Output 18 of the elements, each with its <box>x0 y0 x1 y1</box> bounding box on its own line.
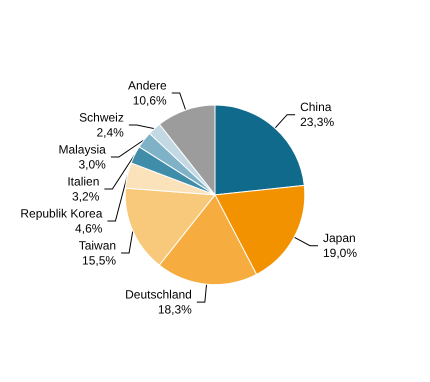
slice-label: Andere <box>128 78 168 92</box>
slice-label: Schweiz <box>79 110 124 124</box>
slice-label: Republik Korea <box>20 206 103 220</box>
slice-label: Deutschland <box>125 288 192 302</box>
slice-label: Malaysia <box>58 142 106 156</box>
slice-label: Taiwan <box>78 238 116 252</box>
data-label: 18,3% <box>158 302 192 317</box>
data-label: 3,2% <box>72 189 100 204</box>
data-label: 4,6% <box>75 221 103 236</box>
data-label: 15,5% <box>82 253 116 268</box>
data-label: 10,6% <box>132 93 168 108</box>
slice-label: Italien <box>67 174 100 188</box>
data-label: 23,3% <box>300 115 334 130</box>
slice-label: China <box>300 100 332 114</box>
data-label: 19,0% <box>322 246 358 260</box>
data-label: 2,4% <box>96 125 124 140</box>
slice-label: Japan <box>322 231 356 246</box>
data-label: 3,0% <box>78 157 106 172</box>
